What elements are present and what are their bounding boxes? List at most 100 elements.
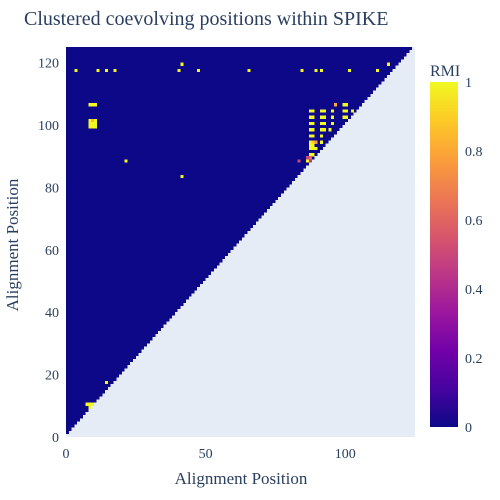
chart-title: Clustered coevolving positions within SP… bbox=[24, 8, 388, 30]
heatmap-cell bbox=[320, 128, 324, 132]
colorbar-tick-label: 0.2 bbox=[465, 352, 483, 367]
heatmap-cell bbox=[308, 153, 312, 157]
heatmap-cell bbox=[91, 402, 95, 406]
heatmap-cell bbox=[350, 109, 354, 113]
heatmap-cell bbox=[308, 109, 312, 113]
heatmap-cell bbox=[308, 140, 312, 144]
y-tick-label: 60 bbox=[45, 244, 59, 259]
heatmap-cell bbox=[306, 159, 310, 163]
heatmap-cell bbox=[91, 118, 95, 123]
heatmap-cell bbox=[113, 68, 117, 73]
heatmap-cell bbox=[322, 121, 326, 126]
colorbar-ticks: 0 0.2 0.4 0.6 0.8 1 bbox=[465, 76, 483, 436]
heatmap-cell bbox=[320, 109, 324, 113]
y-tick-label: 80 bbox=[45, 181, 59, 196]
heatmap-cell bbox=[74, 68, 78, 73]
heatmap-cell bbox=[308, 146, 312, 151]
heatmap-cell bbox=[387, 62, 391, 66]
heatmap-background-cells bbox=[66, 47, 415, 434]
heatmap-cell bbox=[308, 156, 312, 160]
colorbar-tick-label: 0 bbox=[465, 421, 472, 436]
heatmap-cells bbox=[66, 47, 415, 434]
y-axis-ticks: 0 20 40 60 80 100 120 bbox=[38, 57, 59, 446]
x-tick-label: 0 bbox=[63, 447, 70, 462]
heatmap-cell bbox=[320, 140, 324, 144]
y-tick-label: 20 bbox=[45, 369, 59, 384]
heatmap-cell bbox=[180, 62, 184, 66]
x-tick-label: 100 bbox=[335, 447, 356, 462]
heatmap-cell bbox=[311, 128, 315, 132]
heatmap-cell bbox=[308, 159, 312, 163]
heatmap-cell bbox=[311, 153, 315, 157]
heatmap-cell bbox=[308, 121, 312, 126]
heatmap-cell bbox=[96, 68, 100, 73]
heatmap-cell bbox=[314, 140, 318, 144]
y-tick-label: 100 bbox=[38, 119, 59, 134]
heatmap-cell bbox=[320, 115, 324, 119]
heatmap-cell bbox=[311, 109, 315, 113]
x-axis-title: Alignment Position bbox=[175, 469, 308, 488]
heatmap-cell bbox=[88, 103, 92, 107]
y-axis-title: Alignment Position bbox=[3, 178, 22, 311]
heatmap-cell bbox=[308, 128, 312, 132]
heatmap-cell bbox=[334, 103, 338, 107]
heatmap-cell bbox=[331, 109, 335, 113]
heatmap-cell bbox=[320, 68, 324, 73]
heatmap-cell bbox=[308, 143, 312, 148]
heatmap-cell bbox=[177, 68, 181, 73]
heatmap-cell bbox=[297, 159, 301, 163]
x-axis-ticks: 0 50 100 bbox=[63, 447, 356, 462]
heatmap-cell bbox=[311, 140, 315, 144]
heatmap-cell bbox=[314, 68, 318, 73]
heatmap-cell bbox=[91, 103, 95, 107]
y-tick-label: 0 bbox=[52, 431, 59, 446]
heatmap-cell bbox=[322, 109, 326, 113]
heatmap-cell bbox=[91, 121, 95, 126]
x-tick-label: 50 bbox=[199, 447, 213, 462]
heatmap-cell bbox=[93, 103, 97, 107]
heatmap-cell bbox=[311, 121, 315, 126]
colorbar-tick-label: 0.8 bbox=[465, 145, 483, 160]
heatmap-cell bbox=[375, 68, 379, 73]
heatmap-cell bbox=[93, 125, 97, 129]
heatmap-cell bbox=[306, 156, 310, 160]
heatmap-cell bbox=[88, 121, 92, 126]
colorbar-tick-label: 0.4 bbox=[465, 283, 483, 298]
heatmap-cell bbox=[345, 115, 349, 119]
heatmap-cell bbox=[308, 134, 312, 138]
colorbar-title: RMI bbox=[430, 63, 460, 80]
heatmap-cell bbox=[91, 125, 95, 129]
heatmap-cell bbox=[124, 159, 128, 163]
heatmap-cell bbox=[331, 115, 335, 119]
heatmap-cell bbox=[93, 121, 97, 126]
heatmap-cell bbox=[180, 174, 184, 179]
heatmap-cell bbox=[320, 134, 324, 138]
heatmap-cell bbox=[342, 109, 346, 113]
heatmap-cell bbox=[311, 115, 315, 119]
heatmap-cell bbox=[247, 68, 251, 73]
heatmap-cell bbox=[311, 143, 315, 148]
heatmap-cell bbox=[311, 134, 315, 138]
heatmap-cell bbox=[197, 68, 201, 73]
heatmap-cell bbox=[88, 402, 92, 406]
heatmap-cell bbox=[331, 121, 335, 126]
heatmap-cell bbox=[345, 109, 349, 113]
heatmap-cell bbox=[342, 115, 346, 119]
heatmap-cell bbox=[328, 128, 332, 132]
heatmap-cell bbox=[322, 115, 326, 119]
heatmap-cell bbox=[93, 118, 97, 123]
heatmap-cell bbox=[347, 68, 351, 73]
colorbar-tick-label: 0.6 bbox=[465, 214, 483, 229]
y-tick-label: 120 bbox=[38, 57, 59, 72]
colorbar bbox=[430, 82, 458, 427]
heatmap-cell bbox=[88, 125, 92, 129]
heatmap-cell bbox=[345, 103, 349, 107]
heatmap-cell bbox=[300, 68, 304, 73]
heatmap-cell bbox=[88, 405, 92, 410]
heatmap-cell bbox=[314, 146, 318, 151]
heatmap-cell bbox=[322, 128, 326, 132]
heatmap-cell bbox=[320, 121, 324, 126]
y-tick-label: 40 bbox=[45, 306, 59, 321]
heatmap-cell bbox=[308, 115, 312, 119]
